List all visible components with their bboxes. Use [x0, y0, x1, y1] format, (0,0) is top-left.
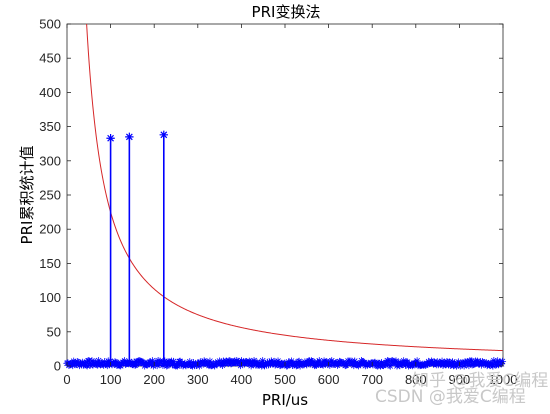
peak-marker	[125, 132, 134, 142]
x-tick-label: 700	[361, 372, 383, 387]
y-tick-label: 50	[47, 324, 61, 339]
x-axis: 0 100 200 300 400 500 600 700 800 900 1000	[63, 24, 517, 387]
threshold-curve	[86, 23, 503, 352]
watermark-text: 知乎 @我爱C编程	[412, 371, 548, 391]
x-axis-title: PRI/us	[262, 391, 308, 409]
y-tick-label: 400	[39, 85, 61, 100]
y-tick-label: 0	[54, 359, 61, 374]
x-tick-label: 300	[187, 372, 209, 387]
x-tick-label: 400	[231, 372, 253, 387]
threshold-curve-layer	[86, 23, 503, 352]
x-tick-label: 200	[143, 372, 165, 387]
y-tick-label: 500	[39, 17, 61, 32]
y-tick-label: 200	[39, 222, 61, 237]
peaks-layer	[106, 130, 168, 366]
chart-title: PRI变换法	[252, 3, 321, 21]
peak-marker	[106, 134, 115, 143]
x-tick-label: 1000	[489, 372, 518, 387]
x-tick-label: 600	[318, 372, 340, 387]
y-tick-label: 450	[39, 51, 61, 66]
plot-frame	[66, 23, 504, 367]
watermark-csdn: CSDN @我爱C编程	[375, 387, 526, 407]
x-tick-label: 900	[449, 372, 471, 387]
y-tick-label: 250	[39, 188, 61, 203]
y-axis: 0 50 100 150 200 250 300 350 400 450 500	[39, 17, 503, 374]
x-tick-label: 0	[63, 372, 70, 387]
x-tick-label: 500	[274, 372, 296, 387]
y-tick-label: 300	[39, 153, 61, 168]
y-tick-label: 350	[39, 119, 61, 134]
peak-marker	[159, 130, 168, 140]
y-axis-title: PRI累积统计值	[18, 146, 36, 245]
y-tick-label: 100	[39, 290, 61, 305]
y-tick-label: 150	[39, 256, 61, 271]
plot-area	[63, 23, 507, 370]
x-tick-label: 800	[405, 372, 427, 387]
x-tick-label: 100	[100, 372, 122, 387]
